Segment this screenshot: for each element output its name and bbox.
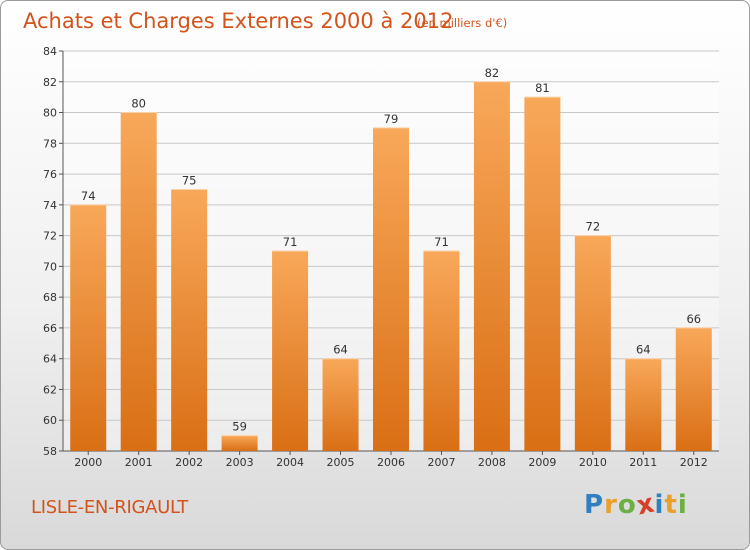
- bar: [70, 204, 107, 451]
- bar: [171, 189, 208, 451]
- data-label: 71: [283, 235, 298, 249]
- bar: [625, 358, 662, 451]
- bar: [473, 81, 510, 452]
- y-tick-label: 70: [43, 260, 57, 273]
- data-label: 59: [232, 420, 247, 434]
- bar: [524, 97, 561, 452]
- x-tick-label: 2011: [629, 456, 657, 469]
- logo-letter: r: [604, 490, 618, 520]
- x-tick-label: 2010: [579, 456, 607, 469]
- bar: [221, 435, 258, 451]
- logo-letter: i: [654, 490, 665, 520]
- logo-letter: o: [617, 490, 637, 520]
- y-tick-label: 82: [43, 76, 57, 89]
- x-tick-label: 2000: [74, 456, 102, 469]
- data-label: 81: [535, 81, 550, 95]
- data-label: 64: [333, 343, 348, 357]
- bar: [272, 251, 309, 451]
- x-tick-label: 2009: [528, 456, 556, 469]
- y-tick-label: 62: [43, 383, 57, 396]
- y-tick-label: 76: [43, 168, 57, 181]
- bar: [120, 112, 157, 452]
- x-tick-label: 2004: [276, 456, 304, 469]
- logo-letter: P: [584, 490, 605, 520]
- x-tick-label: 2001: [125, 456, 153, 469]
- proxiti-logo: Proxiti: [584, 488, 688, 521]
- logo-letter: t: [664, 490, 678, 520]
- x-tick-label: 2005: [327, 456, 355, 469]
- y-tick-label: 66: [43, 322, 57, 335]
- x-tick-label: 2006: [377, 456, 405, 469]
- bar: [675, 327, 712, 451]
- x-tick-label: 2012: [680, 456, 708, 469]
- y-tick-label: 60: [43, 414, 57, 427]
- data-label: 74: [81, 189, 96, 203]
- data-label: 71: [434, 235, 449, 249]
- y-tick-label: 68: [43, 291, 57, 304]
- logo-letter: i: [677, 490, 688, 520]
- data-label: 75: [182, 173, 197, 187]
- chart-title: Achats et Charges Externes 2000 à 2012: [23, 9, 454, 33]
- data-label: 64: [636, 343, 651, 357]
- y-tick-label: 64: [43, 353, 57, 366]
- y-tick-label: 84: [43, 45, 57, 58]
- bar: [574, 235, 611, 451]
- x-tick-label: 2008: [478, 456, 506, 469]
- commune-name: LISLE-EN-RIGAULT: [31, 497, 188, 518]
- bar: [373, 127, 409, 451]
- data-label: 72: [586, 220, 601, 234]
- bar: [322, 358, 359, 451]
- y-tick-label: 78: [43, 137, 57, 150]
- data-label: 66: [686, 312, 701, 326]
- data-label: 79: [384, 112, 399, 126]
- data-label: 80: [131, 97, 146, 111]
- y-tick-label: 80: [43, 107, 57, 120]
- x-tick-label: 2002: [175, 456, 203, 469]
- y-tick-label: 74: [43, 199, 57, 212]
- x-tick-label: 2007: [427, 456, 455, 469]
- y-tick-label: 58: [43, 445, 57, 458]
- y-tick-label: 72: [43, 230, 57, 243]
- data-label: 82: [485, 66, 500, 80]
- chart-subtitle: (en milliers d'€): [417, 16, 508, 30]
- x-tick-label: 2003: [226, 456, 254, 469]
- bar: [423, 251, 460, 451]
